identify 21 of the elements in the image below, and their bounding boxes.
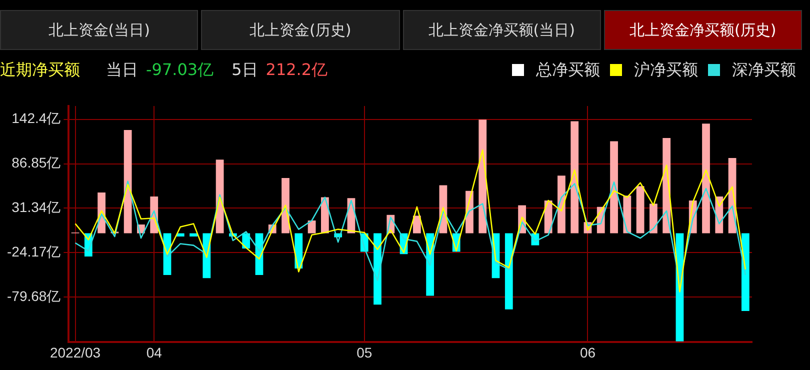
y-tick-label: -79.68亿 [6, 288, 61, 304]
x-tick-label: 2022/03 [50, 344, 101, 360]
x-tick-label: 04 [146, 344, 162, 360]
y-tick-label: -24.17亿 [6, 244, 61, 260]
text: 总净买额 [535, 60, 600, 80]
text: 5日 [232, 60, 258, 78]
text: 北上资金(历史) [201, 10, 400, 50]
text: 当日 [106, 60, 138, 78]
x-tick-label: 06 [580, 344, 596, 360]
text: 北上资金净买额(历史) [604, 10, 802, 50]
legend-label: 沪净买额 [633, 60, 698, 80]
legend-label: 深净买额 [731, 60, 796, 80]
x-tick-label: 05 [356, 344, 372, 360]
chart-title: 近期净买额 [0, 60, 80, 80]
text: -97.03亿 [146, 60, 214, 78]
y-tick-label: 142.4亿 [12, 110, 61, 126]
text: 212.2亿 [266, 60, 328, 78]
y-tick-label: 86.85亿 [12, 154, 61, 171]
text: 北上资金(当日) [0, 10, 198, 50]
text: 北上资金净买额(当日) [402, 10, 601, 50]
y-tick-label: 31.34亿 [12, 199, 61, 216]
